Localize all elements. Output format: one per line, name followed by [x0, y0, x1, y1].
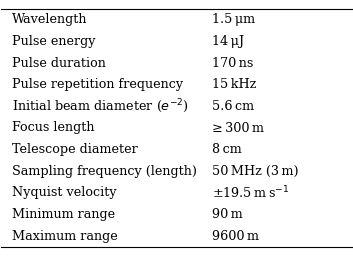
- Text: Minimum range: Minimum range: [12, 208, 115, 221]
- Text: 90 m: 90 m: [211, 208, 242, 221]
- Text: Sampling frequency (length): Sampling frequency (length): [12, 165, 197, 178]
- Text: 5.6 cm: 5.6 cm: [211, 100, 254, 113]
- Text: 8 cm: 8 cm: [211, 143, 241, 156]
- Text: 1.5 μm: 1.5 μm: [211, 13, 255, 26]
- Text: Telescope diameter: Telescope diameter: [12, 143, 138, 156]
- Text: Pulse energy: Pulse energy: [12, 35, 95, 48]
- Text: 14 μJ: 14 μJ: [211, 35, 244, 48]
- Text: 15 kHz: 15 kHz: [211, 78, 256, 91]
- Text: Initial beam diameter ($e^{-2}$): Initial beam diameter ($e^{-2}$): [12, 98, 189, 115]
- Text: ±19.5 m s$^{-1}$: ±19.5 m s$^{-1}$: [211, 185, 289, 201]
- Text: 50 MHz (3 m): 50 MHz (3 m): [211, 165, 298, 178]
- Text: 170 ns: 170 ns: [211, 57, 253, 70]
- Text: Maximum range: Maximum range: [12, 230, 118, 243]
- Text: Pulse repetition frequency: Pulse repetition frequency: [12, 78, 183, 91]
- Text: Wavelength: Wavelength: [12, 13, 88, 26]
- Text: Nyquist velocity: Nyquist velocity: [12, 186, 116, 199]
- Text: ≥ 300 m: ≥ 300 m: [211, 122, 264, 134]
- Text: 9600 m: 9600 m: [211, 230, 258, 243]
- Text: Focus length: Focus length: [12, 122, 94, 134]
- Text: Pulse duration: Pulse duration: [12, 57, 106, 70]
